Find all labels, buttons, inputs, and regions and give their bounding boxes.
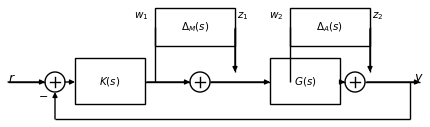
Bar (75, 58, 144, 104)
Text: $\Delta_A(s)$: $\Delta_A(s)$ (316, 20, 343, 34)
Text: $\Delta_M(s)$: $\Delta_M(s)$ (181, 20, 209, 34)
Bar (155, 8, 234, 46)
Text: $r$: $r$ (8, 73, 16, 85)
Text: $z_2$: $z_2$ (371, 10, 382, 22)
Text: $z_1$: $z_1$ (237, 10, 248, 22)
Text: $w_2$: $w_2$ (268, 10, 283, 22)
Text: $G(s)$: $G(s)$ (293, 75, 316, 88)
Bar (269, 58, 339, 104)
Text: $-$: $-$ (38, 90, 48, 100)
Text: $K(s)$: $K(s)$ (99, 75, 120, 88)
Text: $y$: $y$ (413, 72, 423, 86)
Text: $w_1$: $w_1$ (133, 10, 147, 22)
Bar (289, 8, 369, 46)
